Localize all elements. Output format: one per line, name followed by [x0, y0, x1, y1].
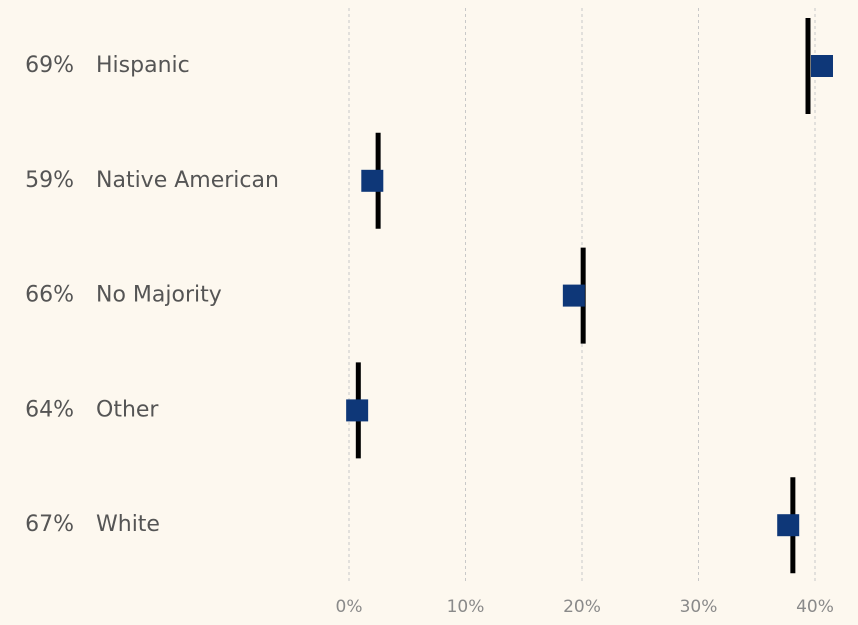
x-tick-label: 10% [447, 597, 485, 617]
square-marker [562, 284, 585, 307]
x-tick-label: 0% [336, 597, 363, 617]
square-marker [810, 55, 833, 77]
square-marker [777, 514, 800, 537]
square-marker [346, 399, 369, 422]
row-value: 59% [25, 168, 74, 193]
row-value: 69% [25, 53, 74, 78]
row-value: 67% [25, 512, 74, 537]
x-tick-label: 40% [796, 597, 834, 617]
x-tick-label: 20% [563, 597, 601, 617]
category-label: Hispanic [96, 53, 190, 78]
row-value: 64% [25, 397, 74, 422]
category-label: Other [96, 397, 159, 422]
category-label: White [96, 512, 160, 537]
row-value: 66% [25, 283, 74, 308]
category-label: No Majority [96, 283, 222, 308]
square-marker [361, 169, 384, 192]
category-label: Native American [96, 168, 279, 193]
x-tick-label: 30% [680, 597, 718, 617]
